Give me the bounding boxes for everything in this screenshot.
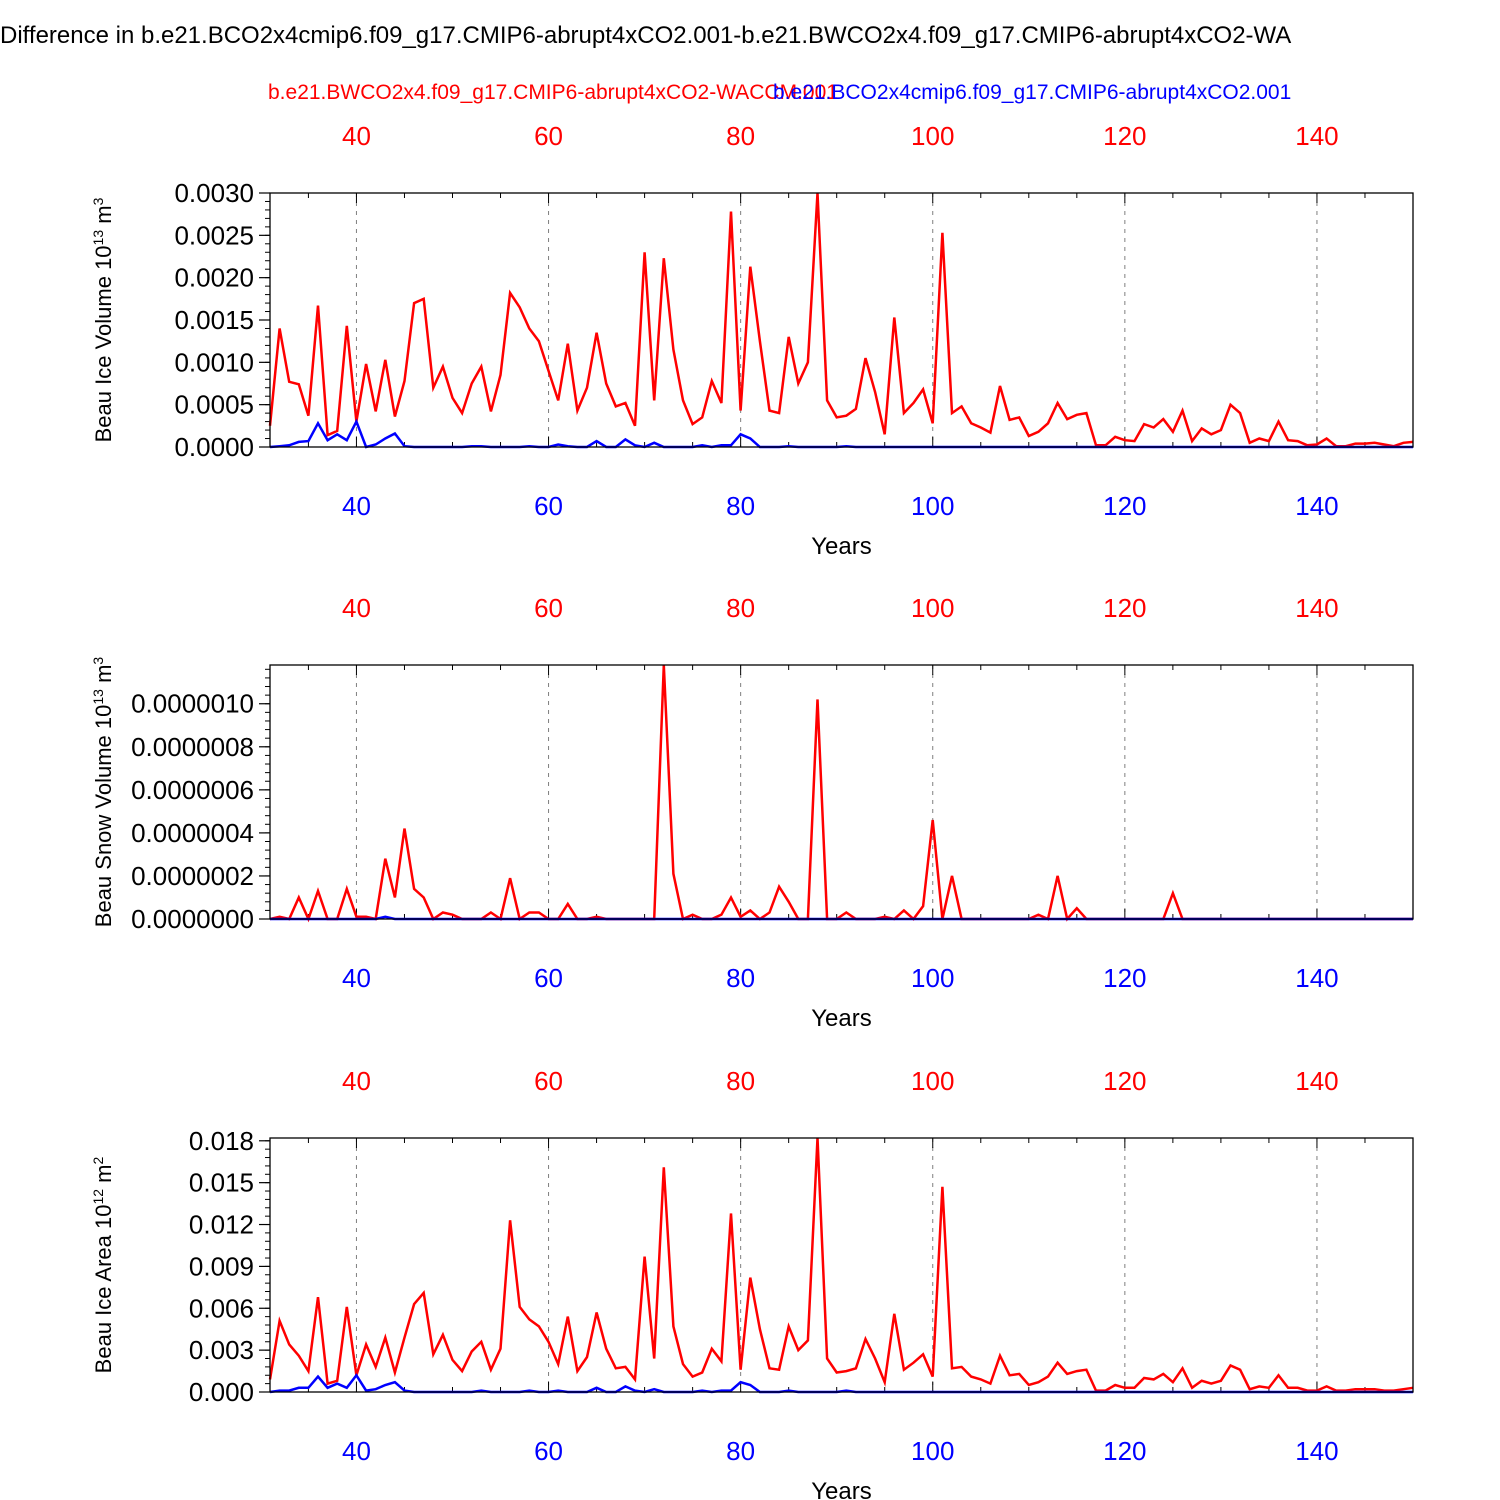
legend-label-cmip6: b.e21.BCO2x4cmip6.f09_g17.CMIP6-abrupt4x… bbox=[773, 81, 1292, 104]
y-tick-label: 0.0000000 bbox=[131, 904, 254, 934]
y-tick-label: 0.000 bbox=[189, 1377, 254, 1407]
x-tick-label-bottom: 120 bbox=[1103, 1436, 1146, 1466]
x-tick-label-bottom: 100 bbox=[911, 963, 954, 993]
plot-frame bbox=[269, 1137, 1414, 1393]
x-tick-label-top: 120 bbox=[1103, 593, 1146, 623]
figure-title: Difference in b.e21.BCO2x4cmip6.f09_g17.… bbox=[0, 22, 1292, 49]
plot-frame bbox=[269, 664, 1414, 920]
x-tick-label-bottom: 120 bbox=[1103, 963, 1146, 993]
y-axis-title: Beau Ice Area 1012 m2 bbox=[90, 1156, 116, 1373]
x-tick-label-bottom: 140 bbox=[1295, 491, 1338, 521]
y-tick-label: 0.0025 bbox=[174, 220, 254, 250]
x-tick-label-top: 120 bbox=[1103, 121, 1146, 151]
x-tick-label-top: 100 bbox=[911, 1066, 954, 1096]
x-tick-label-bottom: 100 bbox=[911, 1436, 954, 1466]
x-tick-label-bottom: 40 bbox=[342, 1436, 371, 1466]
x-tick-label-bottom: 60 bbox=[534, 963, 563, 993]
x-tick-label-bottom: 140 bbox=[1295, 963, 1338, 993]
chart-panel-2: 0.0000000 0.0000002 0.0000004 0.0000006 0.00… bbox=[90, 593, 1414, 1032]
y-tick-label: 0.0000004 bbox=[131, 818, 254, 848]
y-tick-label: 0.003 bbox=[189, 1335, 254, 1365]
x-tick-label-top: 40 bbox=[342, 1066, 371, 1096]
x-tick-label-top: 80 bbox=[726, 1066, 755, 1096]
x-axis-title: Years bbox=[811, 533, 872, 560]
y-tick-label: 0.009 bbox=[189, 1251, 254, 1281]
x-tick-label-top: 140 bbox=[1295, 593, 1338, 623]
x-tick-label-bottom: 80 bbox=[726, 491, 755, 521]
x-axis-title: Years bbox=[811, 1005, 872, 1032]
y-tick-label: 0.0000 bbox=[174, 432, 254, 462]
series-line-cmip6 bbox=[269, 1373, 1413, 1394]
y-tick-label: 0.0020 bbox=[174, 263, 254, 293]
x-tick-label-bottom: 100 bbox=[911, 491, 954, 521]
y-tick-label: 0.0030 bbox=[174, 178, 254, 208]
x-tick-label-bottom: 60 bbox=[534, 1436, 563, 1466]
x-tick-label-top: 60 bbox=[534, 121, 563, 151]
x-tick-label-top: 100 bbox=[911, 593, 954, 623]
x-tick-label-top: 80 bbox=[726, 121, 755, 151]
legend-label-waccm: b.e21.BWCO2x4.f09_g17.CMIP6-abrupt4xCO2-… bbox=[268, 81, 838, 104]
x-tick-label-top: 140 bbox=[1295, 1066, 1338, 1096]
y-tick-label: 0.015 bbox=[189, 1168, 254, 1198]
y-tick-label: 0.0000006 bbox=[131, 775, 254, 805]
x-tick-label-top: 60 bbox=[534, 1066, 563, 1096]
x-tick-label-top: 120 bbox=[1103, 1066, 1146, 1096]
series-line-waccm bbox=[268, 192, 1414, 448]
y-tick-label: 0.0010 bbox=[174, 347, 254, 377]
y-axis-title: Beau Ice Volume 1013 m3 bbox=[90, 197, 116, 442]
x-tick-label-top: 40 bbox=[342, 121, 371, 151]
x-tick-label-bottom: 40 bbox=[342, 491, 371, 521]
x-tick-label-bottom: 140 bbox=[1295, 1436, 1338, 1466]
x-tick-label-bottom: 60 bbox=[534, 491, 563, 521]
y-tick-label: 0.0000008 bbox=[131, 732, 254, 762]
series-line-waccm bbox=[269, 664, 1413, 923]
y-tick-label: 0.006 bbox=[189, 1293, 254, 1323]
x-tick-label-bottom: 120 bbox=[1103, 491, 1146, 521]
series-line-waccm bbox=[268, 1137, 1414, 1392]
x-tick-label-top: 80 bbox=[726, 593, 755, 623]
y-tick-label: 0.0015 bbox=[174, 305, 254, 335]
x-tick-label-top: 60 bbox=[534, 593, 563, 623]
x-tick-label-top: 40 bbox=[342, 593, 371, 623]
y-tick-label: 0.0000010 bbox=[131, 689, 254, 719]
y-axis-title: Beau Snow Volume 1013 m3 bbox=[90, 657, 116, 928]
y-tick-label: 0.0005 bbox=[174, 390, 254, 420]
chart-panel-1: 0.0000 0.0005 0.0010 0.0015 0.0020 0.0025 0.00… bbox=[90, 121, 1414, 560]
plot-frame bbox=[269, 192, 1414, 448]
y-tick-label: 0.018 bbox=[189, 1126, 254, 1156]
x-tick-label-bottom: 80 bbox=[726, 1436, 755, 1466]
series-line-cmip6 bbox=[269, 418, 1413, 449]
x-tick-label-top: 140 bbox=[1295, 121, 1338, 151]
x-tick-label-bottom: 80 bbox=[726, 963, 755, 993]
y-tick-label: 0.0000002 bbox=[131, 861, 254, 891]
chart-panel-3: 0.000 0.003 0.006 0.009 0.012 0.015 0.018 40 40 6… bbox=[90, 1066, 1414, 1500]
x-tick-label-top: 100 bbox=[911, 121, 954, 151]
x-axis-title: Years bbox=[811, 1478, 872, 1500]
x-tick-label-bottom: 40 bbox=[342, 963, 371, 993]
y-tick-label: 0.012 bbox=[189, 1210, 254, 1240]
